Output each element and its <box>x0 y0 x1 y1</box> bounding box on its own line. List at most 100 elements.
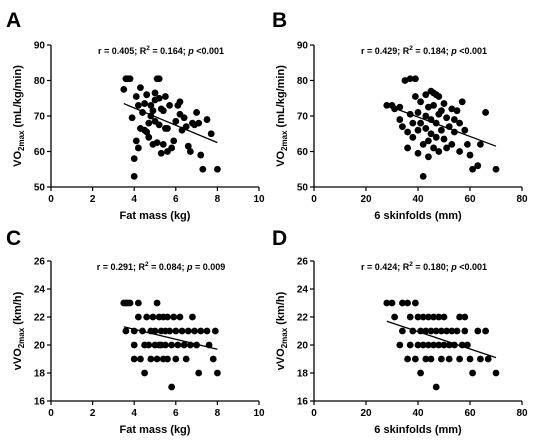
data-point <box>134 299 142 307</box>
regression-line <box>123 326 218 350</box>
data-point <box>143 128 151 136</box>
data-point <box>432 383 440 391</box>
y-tick-label: 26 <box>34 257 46 268</box>
data-point <box>435 148 443 155</box>
x-axis-title: Fat mass (kg) <box>120 210 191 222</box>
data-point <box>399 299 406 307</box>
data-point <box>149 107 157 115</box>
data-point <box>430 101 437 109</box>
x-tick-label: 0 <box>311 194 317 205</box>
data-point <box>130 155 138 163</box>
stats-annotation: r = 0.424; R2 = 0.180; p <0.001 <box>361 261 487 272</box>
annot-p: p <box>187 46 194 56</box>
x-tick-label: 60 <box>464 194 476 205</box>
annot-r: r = 0.429; R <box>361 46 410 56</box>
y-tick-label: 50 <box>297 183 309 194</box>
data-point <box>170 313 178 321</box>
stats-annotation: r = 0.405; R2 = 0.164; p <0.001 <box>98 45 224 56</box>
x-tick-label: 8 <box>215 408 221 419</box>
data-point <box>195 119 203 127</box>
data-point <box>143 91 151 99</box>
data-point <box>474 327 482 335</box>
data-point <box>155 75 163 83</box>
panel-b: B 50 60 70 80 90 0 20 40 60 80 6 skinfolds (mm) VO2m… <box>272 9 528 222</box>
y-tick-label: 60 <box>34 147 46 158</box>
data-point <box>466 355 474 363</box>
y-tick-label: 90 <box>297 41 309 52</box>
data-point <box>166 327 173 335</box>
data-point <box>445 341 453 349</box>
data-point <box>209 355 217 363</box>
data-point <box>443 114 450 122</box>
panel-a: A 50 60 70 80 90 0 2 4 6 8 10 Fat mass (kg) VO2max (m… <box>6 9 265 222</box>
data-point <box>453 327 461 335</box>
regression-line <box>123 102 218 144</box>
data-point <box>153 355 161 363</box>
annot-end: <0.001 <box>194 46 224 56</box>
data-point <box>451 116 458 123</box>
data-point <box>126 75 134 83</box>
data-point <box>406 313 414 321</box>
annot-sup: 2 <box>146 45 150 52</box>
x-tick-label: 0 <box>48 194 54 205</box>
data-point <box>477 141 484 148</box>
data-point <box>425 153 432 161</box>
data-point <box>448 105 456 113</box>
data-point <box>153 299 161 307</box>
data-point <box>193 109 201 116</box>
data-point <box>412 93 419 100</box>
data-point <box>151 327 159 335</box>
data-point <box>149 313 157 321</box>
data-point <box>432 327 440 335</box>
data-point <box>461 126 469 134</box>
y-axis-title-unit: (km/h) <box>275 291 287 327</box>
y-tick-label: 60 <box>297 147 309 158</box>
data-point <box>383 299 391 307</box>
data-point <box>422 355 430 363</box>
y-tick-label: 22 <box>297 313 309 324</box>
y-tick-label: 26 <box>297 257 309 268</box>
y-axis-title-unit: (km/h) <box>12 291 24 327</box>
data-point <box>184 327 192 335</box>
y-axis-title: VO2max (mL/kg/min) <box>12 65 26 167</box>
y-tick-label: 80 <box>297 76 309 87</box>
y-tick-label: 18 <box>34 369 46 380</box>
data-point <box>130 341 138 349</box>
x-tick-label: 2 <box>90 408 96 419</box>
data-point <box>482 109 489 116</box>
annot-end: <0.001 <box>457 46 487 56</box>
data-point <box>401 77 409 84</box>
y-axis-title-unit: (mL/kg/min) <box>12 65 24 131</box>
data-point <box>191 327 198 335</box>
data-point <box>141 100 149 107</box>
data-point <box>186 148 194 155</box>
data-point <box>464 341 471 349</box>
panel-d: D 16 18 20 22 24 26 0 20 40 60 80 6 skinfolds (mm) vV… <box>272 227 528 436</box>
x-tick-label: 6 <box>173 194 179 205</box>
data-point <box>166 101 173 109</box>
data-point <box>430 144 437 152</box>
data-point <box>396 116 404 123</box>
data-point <box>197 327 205 335</box>
data-point <box>464 141 471 148</box>
data-point <box>176 98 184 106</box>
data-point <box>128 114 136 122</box>
data-point <box>189 313 196 321</box>
data-point <box>422 125 430 132</box>
x-tick-label: 40 <box>412 194 424 205</box>
data-point <box>404 128 411 136</box>
data-point <box>409 133 417 141</box>
data-point <box>453 107 461 115</box>
y-tick-label: 70 <box>34 112 46 123</box>
x-tick-label: 80 <box>516 408 528 419</box>
annot-end: <0.001 <box>457 262 487 272</box>
data-point <box>151 89 159 97</box>
data-point <box>417 369 424 377</box>
regression-line <box>386 320 497 359</box>
data-point <box>435 313 443 321</box>
data-point <box>492 165 500 173</box>
y-tick-label: 22 <box>34 313 46 324</box>
annot-p: p <box>186 262 193 272</box>
data-point <box>132 93 140 100</box>
data-point <box>203 116 211 123</box>
